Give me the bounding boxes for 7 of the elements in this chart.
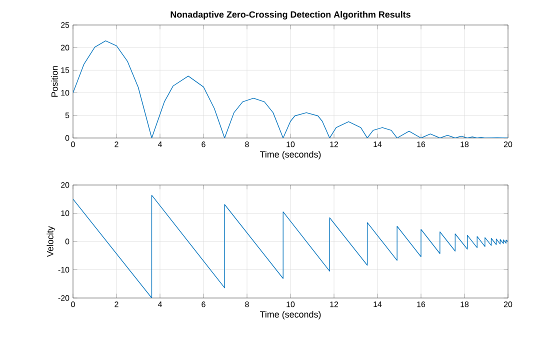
chart-title: Nonadaptive Zero-Crossing Detection Algorithm Results — [170, 11, 410, 20]
y-axis-title: Position — [51, 66, 58, 97]
x-axis-title: Time (seconds) — [260, 311, 321, 320]
x-axis-title: Time (seconds) — [260, 151, 321, 160]
line-series — [73, 194, 508, 298]
line-series — [73, 40, 508, 138]
y-axis-title: Velocity — [46, 226, 56, 257]
